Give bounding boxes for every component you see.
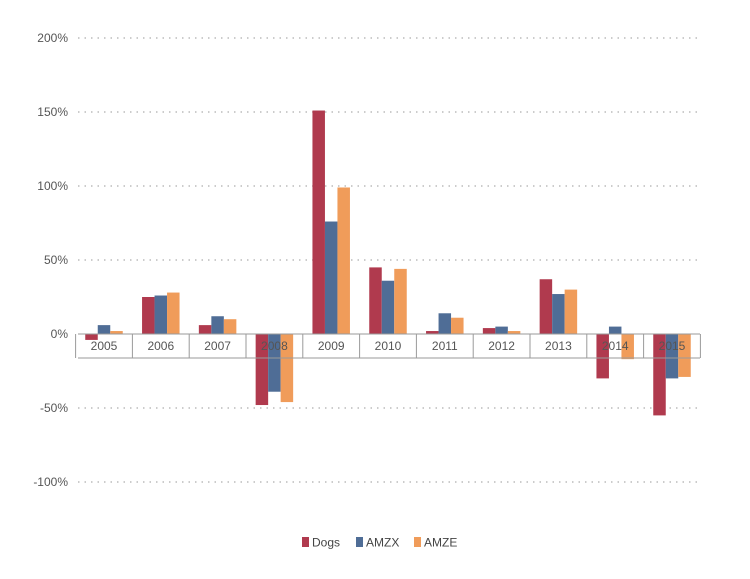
bar-amze-2013 [564, 289, 578, 334]
category-axis [75, 333, 701, 359]
bar-amze-2012 [507, 331, 521, 334]
bar-amzx-2010 [381, 280, 395, 334]
x-tick-label: 2011 [432, 339, 458, 353]
bar-amzx-2006 [154, 295, 168, 334]
bar-amzx-2015 [665, 334, 679, 379]
bar-amzx-2014 [608, 326, 622, 334]
y-tick-label: 200% [37, 31, 68, 45]
bar-amzx-2013 [552, 294, 565, 334]
bar-amze-2015 [678, 334, 691, 377]
bar-amze-2010 [394, 268, 407, 334]
bar-dogs-2011 [426, 331, 439, 334]
bar-dogs-2006 [142, 297, 155, 334]
bar-amze-2007 [223, 319, 237, 334]
x-tick-label: 2012 [488, 339, 515, 353]
y-tick-label: 0% [51, 327, 69, 341]
legend: Dogs AMZX AMZE [302, 536, 457, 550]
x-axis-tick-labels: 2005 2006 2007 2008 2009 2010 2011 2012 2013 2014… [91, 339, 686, 353]
x-tick-label: 2006 [147, 339, 174, 353]
legend-swatch-amzx [356, 537, 363, 547]
y-tick-label: -100% [33, 475, 68, 489]
bar-amzx-2009 [324, 221, 338, 334]
bar-dogs-2015 [653, 334, 666, 416]
x-tick-label: 2007 [204, 339, 231, 353]
legend-label-dogs: Dogs [312, 536, 340, 550]
y-axis-tick-labels: -100% -50% 0% 50% 100% 150% 200% [33, 31, 68, 489]
x-tick-label: 2013 [545, 339, 572, 353]
bar-dogs-2005 [85, 334, 98, 340]
bar-dogs-2010 [369, 267, 382, 334]
y-tick-label: 100% [37, 179, 68, 193]
bar-amzx-2011 [438, 313, 452, 334]
x-tick-label: 2015 [659, 339, 686, 353]
legend-label-amzx: AMZX [366, 536, 399, 550]
bar-amze-2009 [337, 187, 350, 334]
x-tick-label: 2014 [602, 339, 629, 353]
bar-amzx-2007 [211, 316, 224, 334]
bar-amzx-2012 [495, 326, 508, 334]
bar-dogs-2012 [482, 328, 496, 334]
x-tick-label: 2008 [261, 339, 288, 353]
bar-dogs-2009 [312, 110, 325, 335]
bar-dogs-2013 [539, 279, 553, 334]
bars [85, 110, 691, 416]
bar-dogs-2007 [198, 325, 212, 334]
bar-amze-2011 [451, 317, 464, 334]
bar-dogs-2014 [596, 334, 609, 379]
x-tick-label: 2005 [91, 339, 118, 353]
bar-dogs-2008 [255, 334, 269, 406]
y-tick-label: 150% [37, 105, 68, 119]
bar-amzx-2005 [97, 325, 111, 334]
legend-swatch-amze [414, 537, 421, 547]
x-tick-label: 2009 [318, 339, 345, 353]
legend-swatch-dogs [302, 537, 309, 547]
legend-label-amze: AMZE [424, 536, 457, 550]
grid-lines [78, 37, 700, 483]
bar-amze-2014 [621, 334, 634, 360]
y-tick-label: 50% [44, 253, 68, 267]
bar-amze-2006 [167, 292, 180, 334]
bar-amzx-2008 [268, 334, 281, 392]
x-tick-label: 2010 [375, 339, 402, 353]
bar-amze-2005 [110, 331, 123, 334]
bar-amze-2008 [280, 334, 294, 403]
y-tick-label: -50% [40, 401, 68, 415]
